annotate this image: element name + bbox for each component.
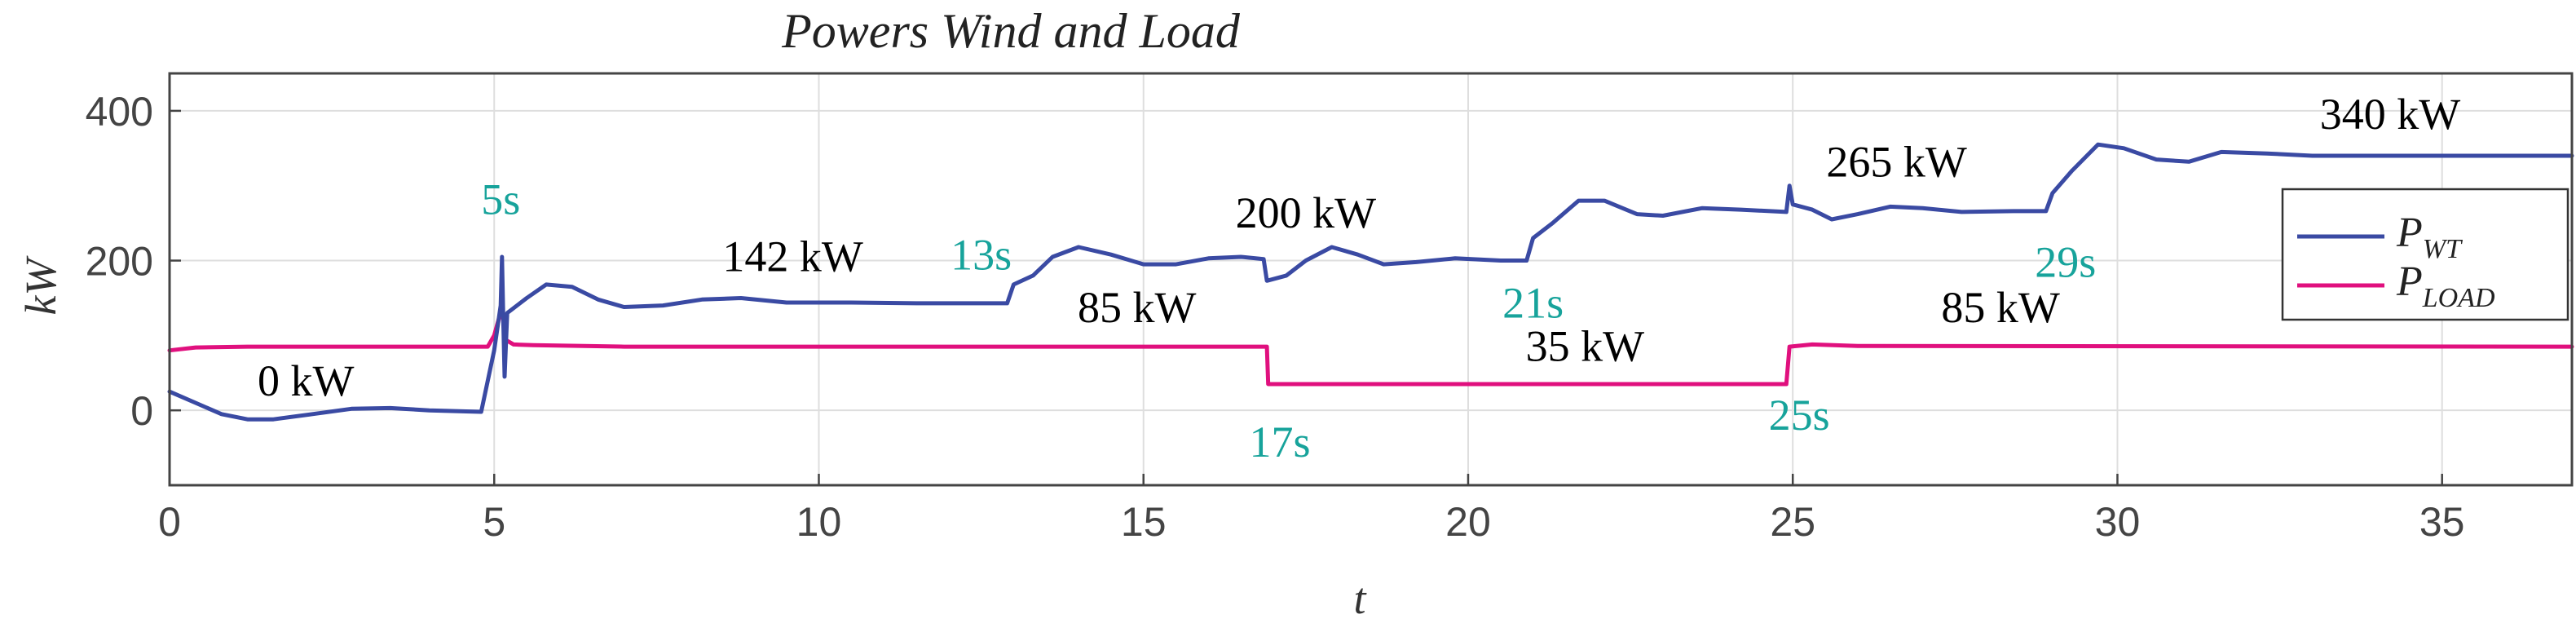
- x-tick-label: 10: [796, 499, 842, 545]
- time-annotation: 5s: [481, 175, 520, 224]
- y-tick-label: 0: [130, 388, 153, 434]
- value-annotation: 142 kW: [722, 232, 863, 281]
- value-annotation: 265 kW: [1826, 138, 1967, 187]
- time-annotation: 25s: [1769, 391, 1830, 440]
- legend-entry-wt: PWT: [2396, 210, 2463, 264]
- x-axis-label: t: [1353, 574, 1367, 623]
- y-axis-label: kW: [16, 255, 65, 316]
- x-tick-label: 35: [2419, 499, 2465, 545]
- series-lines: [167, 142, 2574, 422]
- grid: [169, 73, 2572, 485]
- time-annotation: 17s: [1249, 418, 1310, 466]
- x-tick-label: 5: [483, 499, 505, 545]
- legend: PWT PLOAD: [2281, 188, 2569, 321]
- value-annotation: 35 kW: [1526, 322, 1645, 371]
- value-annotation: 85 kW: [1078, 283, 1197, 332]
- x-tick-label: 25: [1770, 499, 1815, 545]
- x-tick-label: 20: [1445, 499, 1491, 545]
- tick-marks: [168, 109, 2443, 485]
- chart-title: Powers Wind and Load: [781, 4, 1241, 58]
- y-tick-label: 200: [86, 239, 153, 285]
- x-tick-label: 0: [158, 499, 181, 545]
- value-annotation: 0 kW: [258, 356, 355, 405]
- series-line-p-load: [167, 303, 2574, 387]
- value-annotation: 340 kW: [2320, 90, 2461, 139]
- series-line-p-wt: [167, 142, 2574, 422]
- y-tick-label: 400: [86, 89, 153, 135]
- legend-entry-load: PLOAD: [2396, 259, 2495, 313]
- annotations: 0 kW 142 kW 85 kW 200 kW 35 kW 265 kW 85 kW 340…: [258, 90, 2460, 466]
- axes-frame: [168, 72, 2574, 487]
- time-annotation: 13s: [951, 231, 1012, 280]
- legend-box: [2281, 188, 2569, 321]
- value-annotation: 200 kW: [1236, 188, 1377, 237]
- x-tick-label: 30: [2095, 499, 2141, 545]
- time-annotation: 21s: [1502, 278, 1564, 327]
- tick-labels: 0 5 10 15 20 25 30 35 0 200 400: [86, 89, 2465, 545]
- x-tick-label: 15: [1121, 499, 1167, 545]
- value-annotation: 85 kW: [1941, 283, 2060, 332]
- time-annotation: 29s: [2035, 238, 2096, 287]
